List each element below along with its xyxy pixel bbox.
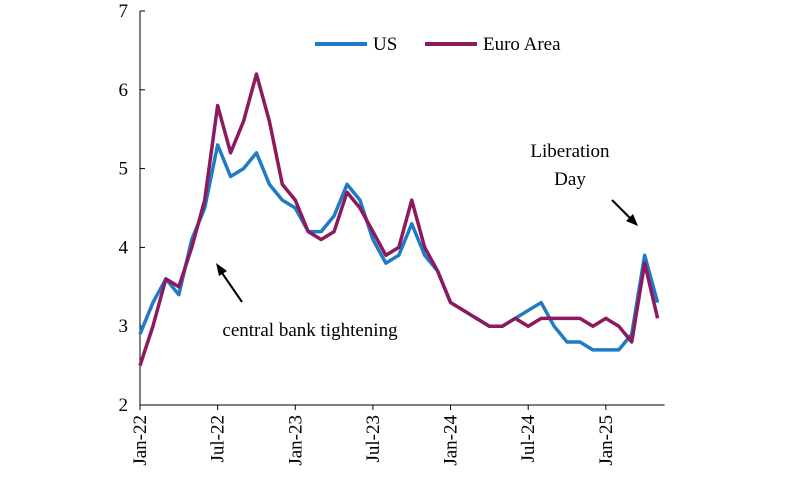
series-line <box>138 72 660 367</box>
x-tick-label: Jan-25 <box>596 415 617 466</box>
legend-label: US <box>373 34 397 55</box>
annotation: Day <box>554 169 586 190</box>
y-tick-label: 4 <box>119 237 129 258</box>
annotation: Liberation <box>530 141 610 162</box>
y-tick-label: 7 <box>119 1 129 22</box>
y-tick-label: 2 <box>119 395 129 416</box>
x-tick-label: Jul-22 <box>208 415 229 463</box>
x-tick-label: Jan-23 <box>285 415 306 466</box>
arrow <box>219 269 243 303</box>
x-tick-label: Jul-24 <box>518 415 539 463</box>
x-tick-label: Jan-22 <box>130 415 151 466</box>
annotation: central bank tightening <box>222 320 398 341</box>
arrow-head <box>626 214 638 226</box>
x-tick-label: Jan-24 <box>441 415 462 466</box>
series-line <box>138 143 660 352</box>
y-tick-label: 3 <box>119 316 129 337</box>
y-tick-label: 6 <box>119 80 129 101</box>
legend-label: Euro Area <box>483 34 561 55</box>
y-tick-label: 5 <box>119 159 129 180</box>
arrow-head <box>216 263 227 276</box>
x-tick-label: Jul-23 <box>363 415 384 463</box>
